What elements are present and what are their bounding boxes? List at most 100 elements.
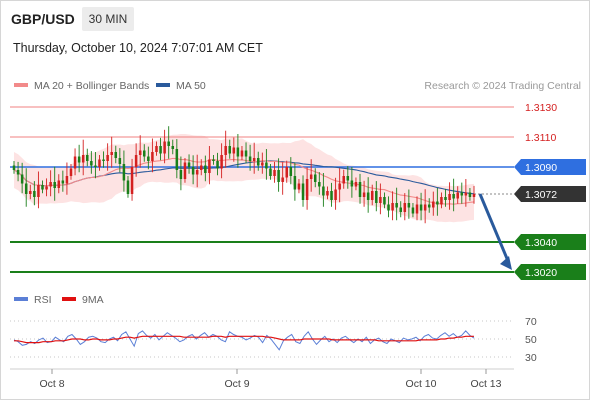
candle-body bbox=[191, 167, 195, 175]
candle-body bbox=[261, 162, 264, 166]
candle-body bbox=[61, 180, 65, 184]
level-badge-1.3072 bbox=[514, 186, 586, 202]
candle-body bbox=[354, 182, 358, 187]
candle bbox=[452, 178, 455, 212]
candle-body bbox=[163, 141, 166, 154]
candle bbox=[81, 139, 85, 176]
candle-body bbox=[45, 186, 48, 190]
research-credit: Research © 2024 Trading Central bbox=[424, 80, 581, 92]
candle bbox=[423, 189, 427, 224]
candle bbox=[94, 152, 97, 179]
candle-body bbox=[216, 161, 219, 169]
level-label-1.3090: 1.3090 bbox=[525, 162, 557, 174]
candle bbox=[199, 159, 203, 176]
candle bbox=[334, 177, 337, 210]
x-tick-label: Oct 9 bbox=[224, 378, 249, 390]
candle-body bbox=[252, 158, 256, 161]
candle bbox=[61, 170, 65, 192]
level-label-1.3110: 1.3110 bbox=[525, 132, 556, 144]
bollinger-band bbox=[14, 134, 474, 223]
candle-body bbox=[248, 156, 252, 161]
candle bbox=[110, 136, 113, 168]
legend-swatch-ma50 bbox=[156, 83, 170, 88]
candle bbox=[69, 164, 73, 180]
candle-body bbox=[407, 203, 411, 208]
candle bbox=[228, 139, 232, 159]
ma20-line bbox=[13, 157, 475, 205]
candle bbox=[252, 142, 256, 174]
candle-body bbox=[427, 204, 431, 208]
candle-body bbox=[126, 180, 130, 194]
candle bbox=[41, 180, 44, 194]
candle bbox=[77, 144, 81, 173]
candle bbox=[191, 155, 195, 185]
candle bbox=[122, 150, 126, 192]
legend-item-rsi: RSI bbox=[14, 294, 52, 306]
candle bbox=[106, 143, 109, 171]
legend-swatch-ma20 bbox=[14, 83, 28, 88]
candle-body bbox=[12, 165, 16, 170]
candle-body bbox=[326, 191, 329, 196]
candle-body bbox=[411, 207, 415, 214]
candle bbox=[472, 185, 476, 204]
candle bbox=[57, 174, 61, 194]
candle-body bbox=[130, 167, 134, 194]
candle bbox=[151, 138, 154, 173]
level-badge-1.3090 bbox=[514, 159, 586, 175]
candle-body bbox=[342, 176, 345, 184]
candle-body bbox=[204, 165, 207, 173]
candle-body bbox=[399, 207, 402, 212]
candle-body bbox=[179, 170, 183, 179]
candle-body bbox=[224, 146, 227, 155]
candle-body bbox=[432, 201, 435, 208]
legend-item-ma20-bollinger: MA 20 + Bollinger Bands bbox=[14, 80, 149, 92]
candle bbox=[395, 187, 398, 221]
timeframe-badge[interactable]: 30 MIN bbox=[82, 7, 134, 31]
candle bbox=[411, 203, 415, 218]
candle bbox=[330, 182, 333, 207]
candle bbox=[277, 158, 280, 192]
candle-body bbox=[57, 180, 61, 188]
candle-body bbox=[73, 156, 77, 169]
candle-body bbox=[118, 158, 122, 164]
symbol-label: GBP/USD bbox=[11, 11, 75, 27]
candle-body bbox=[330, 191, 333, 200]
candle bbox=[73, 148, 77, 176]
candle-body bbox=[49, 182, 52, 187]
candle-body bbox=[256, 158, 260, 166]
candle bbox=[167, 126, 170, 159]
candle bbox=[224, 130, 227, 168]
candle-body bbox=[472, 194, 476, 197]
candle bbox=[240, 146, 244, 161]
candle bbox=[460, 182, 464, 204]
candle-body bbox=[419, 204, 423, 211]
candle-body bbox=[228, 146, 232, 154]
candle-body bbox=[90, 161, 93, 166]
candle-body bbox=[134, 155, 138, 167]
candle bbox=[456, 186, 459, 204]
candle-body bbox=[151, 152, 154, 161]
candle-body bbox=[293, 176, 297, 190]
candle-body bbox=[208, 159, 211, 173]
candle bbox=[370, 184, 374, 206]
legend-label-ma20: MA 20 + Bollinger Bands bbox=[34, 80, 150, 92]
candle bbox=[90, 151, 93, 174]
candle-body bbox=[383, 197, 386, 205]
candle-body bbox=[423, 204, 427, 211]
chart-header: GBP/USD 30 MIN bbox=[0, 0, 590, 36]
rsi-tick-label: 30 bbox=[525, 352, 537, 364]
candle bbox=[289, 157, 293, 185]
candle-body bbox=[220, 155, 223, 169]
candle bbox=[65, 162, 69, 195]
candle bbox=[256, 151, 260, 171]
candle bbox=[265, 149, 268, 180]
candle-body bbox=[77, 156, 81, 163]
candle-body bbox=[240, 150, 244, 157]
candle bbox=[281, 162, 284, 195]
candle bbox=[273, 161, 276, 183]
candle-body bbox=[370, 191, 374, 200]
candle-body bbox=[338, 183, 341, 190]
candle-body bbox=[346, 176, 350, 181]
candle bbox=[444, 188, 447, 207]
candle bbox=[346, 166, 350, 189]
